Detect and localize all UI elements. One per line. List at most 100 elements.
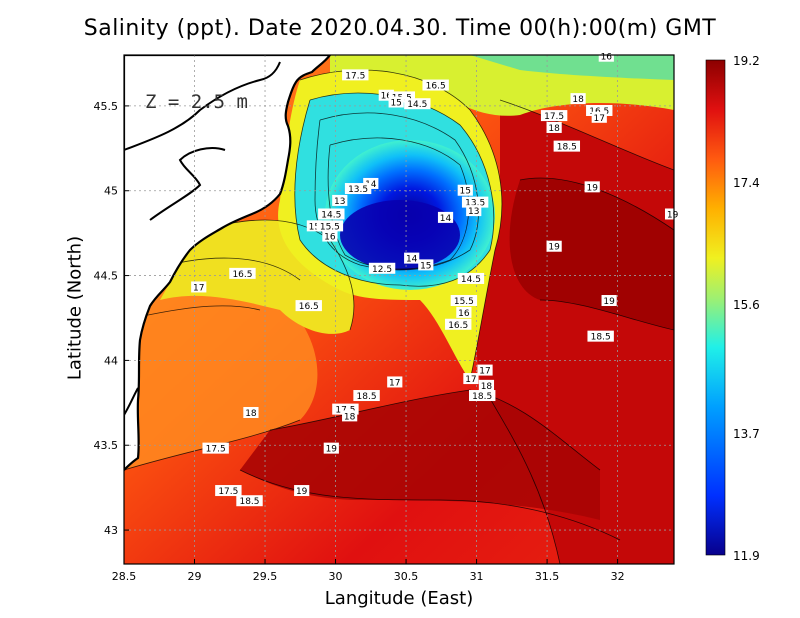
contour-label: 14 <box>404 252 420 265</box>
contour-label: 16 <box>456 306 472 319</box>
svg-text:16.5: 16.5 <box>448 321 468 331</box>
x-tick-label: 29.5 <box>253 570 278 583</box>
land-inland-border-2 <box>149 147 226 221</box>
plot-frame <box>123 54 675 565</box>
svg-text:13.5: 13.5 <box>465 199 485 209</box>
colorbar-ticks: 19.2 17.4 15.6 13.7 11.9 <box>733 54 760 563</box>
svg-text:17.5: 17.5 <box>218 487 238 497</box>
svg-text:14.5: 14.5 <box>461 275 481 285</box>
svg-text:14.5: 14.5 <box>407 100 427 110</box>
gyre-deep <box>340 200 460 270</box>
svg-text:17: 17 <box>465 375 476 385</box>
northeast-green <box>470 55 674 80</box>
colorbar-tick-label: 13.7 <box>733 427 760 441</box>
svg-text:19: 19 <box>586 183 598 193</box>
east-max-salinity <box>509 178 674 330</box>
svg-text:16.5: 16.5 <box>299 302 319 312</box>
x-tick-label: 31.5 <box>535 570 560 583</box>
svg-text:15.5: 15.5 <box>454 297 474 307</box>
contour-label: 19 <box>584 181 600 193</box>
svg-text:17: 17 <box>389 378 400 388</box>
x-tick-label: 32 <box>611 570 625 583</box>
contour-label: 19 <box>294 485 310 497</box>
contour-label: 17.5 <box>215 485 242 497</box>
contour-label: 17 <box>387 376 403 388</box>
svg-text:16: 16 <box>381 92 393 102</box>
contour-label: 18.5 <box>236 495 263 507</box>
contour-label: 15 <box>388 96 404 109</box>
x-tick-label: 29 <box>188 570 202 583</box>
y-axis-label: Latitude (North) <box>64 235 86 381</box>
contour-label: 18.5 <box>353 390 380 402</box>
svg-text:14.5: 14.5 <box>321 210 341 220</box>
contour-label: 17 <box>477 364 493 377</box>
contour-label: 13 <box>466 205 482 217</box>
contour-label: 18.5 <box>469 390 496 402</box>
svg-text:19: 19 <box>296 487 308 497</box>
contour-label: 15 <box>418 259 434 271</box>
svg-text:17.5: 17.5 <box>345 71 365 81</box>
south-high-salinity <box>240 390 600 520</box>
land-inland-border-3 <box>124 387 139 416</box>
svg-text:17: 17 <box>193 283 204 293</box>
svg-text:15: 15 <box>420 261 431 271</box>
contour-label: 14.5 <box>457 272 485 285</box>
contour-label: 16 <box>598 50 614 63</box>
contour-label: 17 <box>463 373 479 385</box>
contour-label: 16 <box>378 89 394 102</box>
x-tick-label: 30 <box>329 570 343 583</box>
contour-label: 16.5 <box>295 300 322 312</box>
svg-text:15: 15 <box>390 99 401 109</box>
svg-text:15: 15 <box>460 187 471 197</box>
svg-text:18: 18 <box>245 409 257 419</box>
contour-label: 18 <box>243 406 259 419</box>
svg-text:15.5: 15.5 <box>320 222 340 232</box>
contour-label: 16.5 <box>445 318 472 331</box>
svg-text:18.5: 18.5 <box>591 333 611 343</box>
contour-label: 18 <box>342 410 358 422</box>
svg-text:17.5: 17.5 <box>544 112 564 122</box>
contour-label-layer: 17.516.51615.51514.51413.5131513.51314.5… <box>191 50 681 507</box>
y-axis: 43 43.5 44 44.5 45 45.5 <box>94 100 129 537</box>
contour-label: 13.5 <box>461 196 489 209</box>
svg-text:18.5: 18.5 <box>472 392 492 402</box>
svg-text:13: 13 <box>334 197 345 207</box>
svg-text:19: 19 <box>667 210 679 220</box>
svg-text:18: 18 <box>481 382 493 392</box>
land-mass <box>124 55 332 472</box>
x-tick-label: 31 <box>470 570 484 583</box>
contour-label: 17.5 <box>540 110 568 122</box>
x-axis: 28.5 29 29.5 30 30.5 31 31.5 32 <box>112 559 625 583</box>
contour-label: 15 <box>306 220 322 232</box>
contour-label: 15 <box>457 184 473 197</box>
colorbar <box>705 59 726 556</box>
depth-annotation: Z = 2.5 m <box>145 91 248 113</box>
svg-text:19: 19 <box>548 243 560 253</box>
y-tick-label: 44.5 <box>94 270 119 283</box>
contour-label: 12.5 <box>368 262 396 275</box>
svg-text:14: 14 <box>440 214 452 224</box>
svg-text:19: 19 <box>603 297 615 307</box>
contour-label: 18 <box>570 93 586 105</box>
x-tick-label: 30.5 <box>394 570 419 583</box>
contour-label: 14 <box>437 211 454 224</box>
svg-text:14: 14 <box>406 255 418 265</box>
svg-text:16: 16 <box>601 53 613 63</box>
colorbar-tick-label: 19.2 <box>733 54 760 68</box>
svg-text:18: 18 <box>548 124 560 134</box>
contour-label: 14.5 <box>318 208 345 220</box>
svg-text:17.5: 17.5 <box>206 445 226 455</box>
contour-label: 19 <box>664 208 681 220</box>
svg-text:16: 16 <box>458 309 470 319</box>
contour-label: 17 <box>591 111 607 124</box>
y-tick-label: 43.5 <box>94 439 119 452</box>
contour-label: 13 <box>332 194 348 207</box>
svg-text:18: 18 <box>572 95 584 105</box>
svg-text:12.5: 12.5 <box>372 265 392 275</box>
svg-text:19: 19 <box>326 445 338 455</box>
land-inland-border <box>124 61 281 151</box>
contour-label: 19 <box>601 295 617 307</box>
svg-text:17: 17 <box>479 367 490 377</box>
contour-label: 18 <box>546 121 562 134</box>
